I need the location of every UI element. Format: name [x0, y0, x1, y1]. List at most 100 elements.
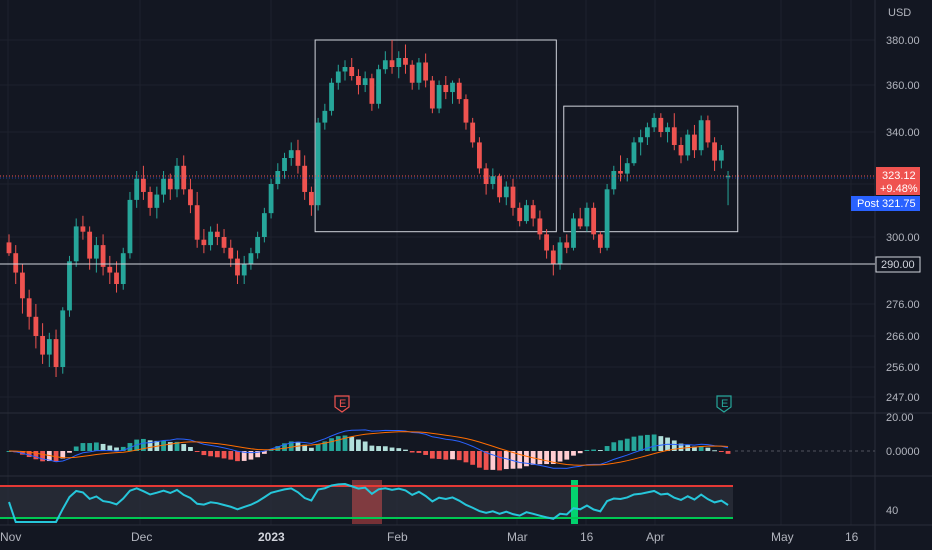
- price-axis[interactable]: 380.00 360.00 340.00 300.00 276.00 266.0…: [886, 35, 920, 404]
- candle: [544, 229, 549, 259]
- macd-histogram-bar: [624, 438, 630, 451]
- macd-histogram-bar: [161, 440, 166, 451]
- candle: [147, 186, 153, 216]
- macd-histogram-bar: [477, 451, 482, 468]
- price-tick: 276.00: [886, 299, 920, 311]
- candle: [423, 53, 429, 88]
- candle: [295, 139, 301, 174]
- rsi-band: [0, 486, 733, 518]
- macd-histogram-bar: [288, 441, 294, 451]
- macd-histogram-bar: [510, 451, 516, 469]
- macd-histogram-bar: [725, 451, 731, 454]
- candle: [275, 163, 281, 190]
- macd-histogram-bar: [100, 443, 106, 451]
- macd-histogram-bar: [718, 451, 724, 452]
- candle: [671, 113, 677, 151]
- candle: [571, 213, 576, 251]
- time-axis[interactable]: Nov Dec 2023 Feb Mar 16 Apr May 16: [0, 530, 859, 544]
- candle: [322, 103, 328, 130]
- macd-histogram-bar: [329, 438, 334, 451]
- macd-histogram-bar: [208, 451, 213, 457]
- candle: [73, 218, 79, 267]
- macd-histogram-bar: [463, 451, 469, 463]
- candle: [537, 210, 543, 240]
- candle: [645, 122, 650, 145]
- rectangle-drawing[interactable]: [563, 105, 739, 233]
- candle: [248, 247, 254, 270]
- macd-histogram-bar: [40, 451, 45, 462]
- candle: [718, 145, 724, 169]
- macd-histogram-bar: [571, 451, 576, 456]
- rsi-line: [8, 482, 729, 523]
- candle: [120, 247, 126, 290]
- macd-histogram-bar: [638, 435, 644, 451]
- time-tick: Dec: [131, 530, 152, 544]
- candle: [221, 229, 227, 254]
- candle: [255, 231, 261, 259]
- candle: [396, 51, 402, 79]
- macd-histogram-bar: [712, 450, 717, 452]
- macd-histogram-bar: [382, 446, 388, 451]
- macd-histogram-bar: [423, 451, 429, 455]
- macd-histogram-bar: [261, 451, 267, 454]
- candle: [53, 329, 59, 377]
- candle: [517, 202, 523, 227]
- macd-histogram-bar: [671, 440, 677, 451]
- candle: [154, 186, 160, 219]
- candle: [114, 261, 119, 293]
- macd-histogram-bar: [443, 451, 449, 460]
- candle: [161, 171, 166, 203]
- candle: [658, 113, 664, 138]
- macd-histogram-bar: [490, 451, 496, 470]
- candle: [503, 181, 509, 206]
- horizontal-line-label-box: [875, 256, 921, 273]
- earnings-marker[interactable]: E: [334, 395, 350, 413]
- macd-histogram-bar: [60, 451, 66, 459]
- macd-histogram-bar: [436, 451, 442, 459]
- macd-histogram-bar: [120, 446, 126, 451]
- macd-histogram-bar: [228, 451, 234, 460]
- macd-histogram-bar: [429, 451, 435, 459]
- macd-histogram-bar: [651, 434, 657, 451]
- time-tick: Mar: [507, 530, 528, 544]
- macd-histogram-bar: [376, 446, 381, 451]
- candle: [268, 178, 274, 219]
- macd-histogram-bar: [537, 451, 543, 465]
- candle: [127, 191, 133, 259]
- candle: [436, 80, 442, 114]
- macd-axis-tick: 20.00: [886, 412, 914, 424]
- macd-histogram-bar: [268, 449, 274, 451]
- candle: [409, 60, 415, 90]
- candle: [288, 142, 294, 166]
- macd-histogram-bar: [127, 443, 133, 451]
- macd-histogram-bar: [315, 444, 321, 451]
- macd-histogram-bar: [201, 451, 207, 456]
- macd-histogram-bar: [167, 442, 173, 451]
- rsi-oversold-highlight: [571, 480, 578, 524]
- time-tick: May: [771, 530, 794, 544]
- rectangle-drawings[interactable]: [314, 39, 739, 233]
- change-percent: +9.48%: [880, 183, 918, 195]
- price-tick: 380.00: [886, 35, 920, 47]
- candle: [134, 171, 140, 208]
- rectangle-drawing[interactable]: [314, 39, 557, 233]
- candle: [631, 137, 637, 166]
- candle: [456, 78, 462, 104]
- candle: [591, 202, 597, 240]
- candle: [342, 60, 348, 81]
- candle: [403, 44, 408, 74]
- candle: [698, 115, 704, 156]
- currency-label: USD: [888, 7, 911, 19]
- macd-histogram-bar: [114, 447, 119, 451]
- macd-histogram-bar: [389, 447, 395, 451]
- earnings-marker[interactable]: E: [716, 395, 732, 413]
- price-tick: 256.00: [886, 362, 920, 374]
- last-price-badge: [876, 167, 920, 195]
- macd-histogram-bar: [349, 436, 355, 451]
- candle: [450, 80, 455, 104]
- macd-histogram-bar: [517, 451, 523, 469]
- macd-histogram-bar: [524, 451, 529, 467]
- macd-histogram-bar: [396, 448, 402, 451]
- macd-histogram-bar: [67, 451, 72, 453]
